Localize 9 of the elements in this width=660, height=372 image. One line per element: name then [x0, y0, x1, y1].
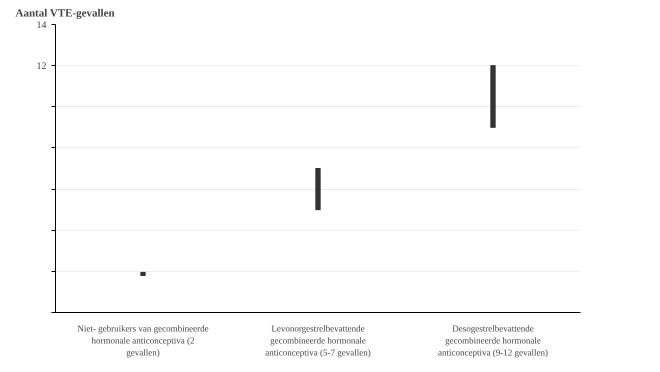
y-tick-label: 14	[36, 20, 46, 31]
bar	[490, 65, 496, 128]
bar	[315, 168, 321, 210]
x-tick-label: Levonorgestrelbevattende gecombineerde hormonale anticonceptiva (5-7 gevallen)	[265, 324, 371, 358]
x-tick-label: Niet- gebruikers van gecombineerde hormonale anticonceptiva (2 gevallen)	[77, 324, 209, 358]
chart-title: Aantal VTE-gevallen	[16, 8, 115, 20]
y-tick-label: 12	[36, 61, 46, 72]
x-tick-label: Desogestrelbevattende gecombineerde hormonale anticonceptiva (9-12 gevallen)	[438, 324, 548, 358]
bar	[140, 272, 146, 276]
